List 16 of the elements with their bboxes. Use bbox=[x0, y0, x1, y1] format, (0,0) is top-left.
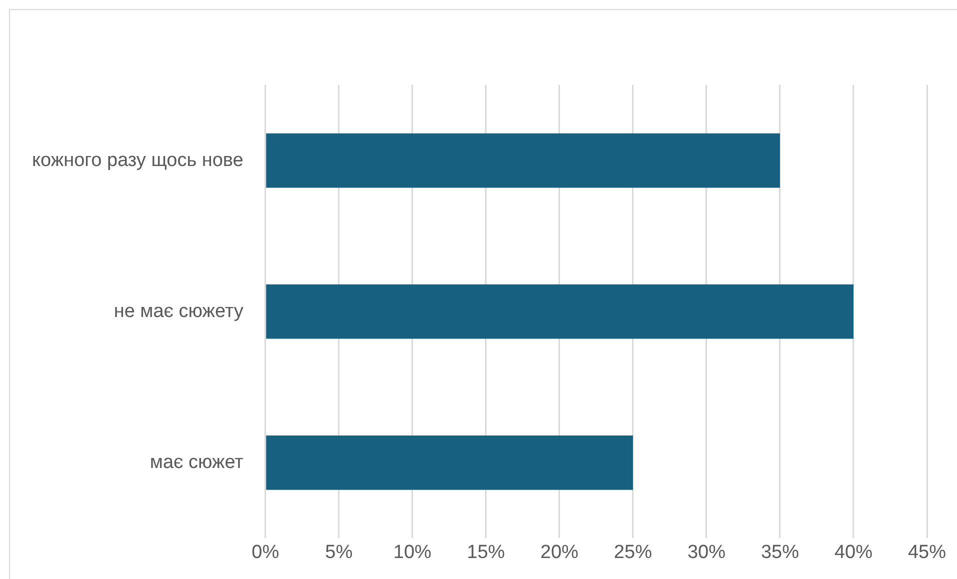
bar bbox=[266, 284, 854, 339]
y-tick-label: не має сюжету bbox=[114, 300, 244, 322]
x-tick-label: 35% bbox=[760, 542, 800, 563]
bar bbox=[266, 435, 633, 490]
x-tick-label: 45% bbox=[908, 542, 946, 563]
x-tick-label: 30% bbox=[687, 542, 726, 563]
bar bbox=[266, 133, 780, 188]
x-tick-label: 10% bbox=[393, 542, 432, 563]
x-tick-label: 25% bbox=[614, 542, 652, 563]
y-tick-label: кожного разу щось нове bbox=[32, 150, 244, 171]
x-tick-label: 20% bbox=[540, 542, 579, 563]
x-tick-label: 40% bbox=[834, 542, 873, 563]
y-tick-label: має сюжет bbox=[150, 452, 244, 473]
x-tick-label: 5% bbox=[325, 542, 353, 563]
x-tick-label: 15% bbox=[466, 542, 506, 563]
x-tick-label: 0% bbox=[252, 542, 280, 563]
